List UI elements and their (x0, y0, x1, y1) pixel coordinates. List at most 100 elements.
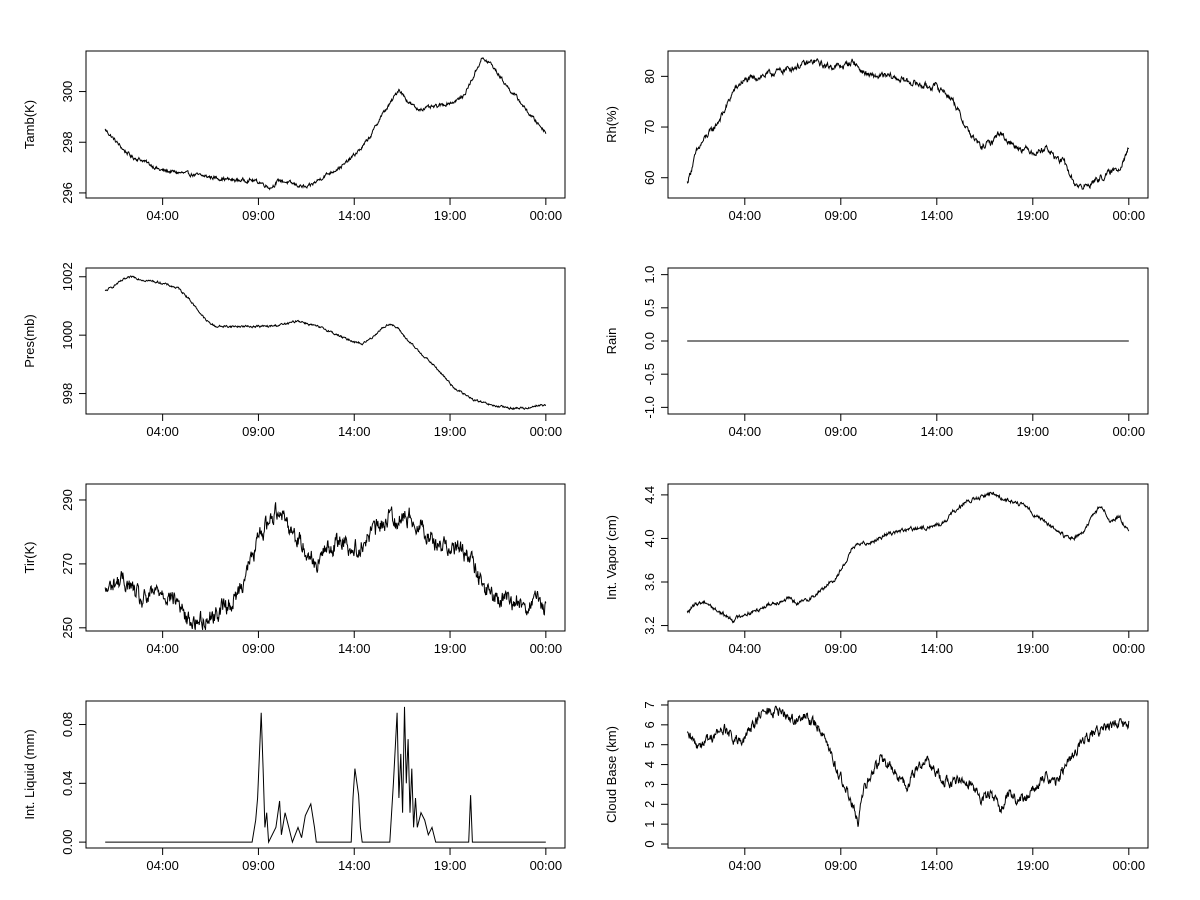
x-tick-label: 14:00 (921, 858, 954, 873)
x-tick-label: 04:00 (146, 424, 179, 439)
y-tick-label: 4 (642, 761, 657, 768)
y-tick-label: 300 (60, 81, 75, 103)
y-tick-label: 3.2 (642, 617, 657, 635)
plot-frame (667, 50, 1149, 199)
x-tick-label: 19:00 (434, 208, 467, 223)
x-tick-label: 14:00 (921, 208, 954, 223)
panel-3: 04:00 09:00 14:00 19:00 00:00 998 1000 1002 Pres… (22, 262, 566, 439)
y-tick-label: -0.5 (642, 363, 657, 385)
x-tick-label: 09:00 (825, 858, 858, 873)
y-tick-label: 0 (642, 840, 657, 847)
x-tick-label: 00:00 (1113, 424, 1146, 439)
x-tick-label: 00:00 (530, 424, 563, 439)
y-tick-label: 1.0 (642, 266, 657, 284)
x-tick-label: 14:00 (338, 208, 371, 223)
y-axis-label: Tamb(K) (22, 100, 37, 149)
y-tick-label: 5 (642, 741, 657, 748)
x-tick-label: 09:00 (825, 208, 858, 223)
y-tick-label: 0.08 (60, 712, 75, 737)
y-tick-label: 250 (60, 617, 75, 639)
x-tick-label: 14:00 (338, 858, 371, 873)
y-tick-label: 270 (60, 553, 75, 575)
y-tick-label: 298 (60, 131, 75, 153)
y-tick-label: 3.6 (642, 573, 657, 591)
y-tick-label: 0.00 (60, 829, 75, 854)
y-tick-label: 80 (642, 69, 657, 83)
series-line (105, 706, 546, 844)
y-tick-label: 4.0 (642, 529, 657, 547)
x-tick-label: 19:00 (1017, 858, 1050, 873)
y-tick-label: 296 (60, 182, 75, 204)
x-tick-label: 19:00 (1017, 641, 1050, 656)
y-tick-label: 1002 (60, 262, 75, 291)
panel-5: 04:00 09:00 14:00 19:00 00:00 250 270 290 Tir(K) (22, 483, 566, 656)
y-tick-label: 290 (60, 489, 75, 511)
y-tick-label: 3 (642, 781, 657, 788)
y-axis-label: Rh(%) (604, 106, 619, 143)
x-tick-label: 04:00 (729, 424, 762, 439)
x-tick-label: 04:00 (729, 641, 762, 656)
y-axis-label: Int. Liquid (mm) (22, 729, 37, 819)
y-tick-label: 1000 (60, 321, 75, 350)
plot-frame (667, 483, 1149, 632)
plot-frame (667, 700, 1149, 849)
y-tick-label: 7 (642, 701, 657, 708)
y-axis-label: Tir(K) (22, 541, 37, 573)
y-tick-label: 0.04 (60, 771, 75, 796)
series-line (686, 57, 1130, 190)
x-tick-label: 00:00 (1113, 641, 1146, 656)
x-tick-label: 04:00 (729, 208, 762, 223)
panel-8: 04:00 09:00 14:00 19:00 00:00 0 1 2 3 4 5 6 7 Cloud B… (604, 700, 1149, 873)
x-tick-label: 14:00 (338, 641, 371, 656)
x-tick-label: 09:00 (242, 208, 275, 223)
x-tick-label: 04:00 (146, 208, 179, 223)
x-tick-label: 00:00 (530, 641, 563, 656)
plot-frame (85, 267, 566, 415)
x-tick-label: 04:00 (146, 858, 179, 873)
y-tick-label: 998 (60, 383, 75, 405)
x-tick-label: 19:00 (1017, 424, 1050, 439)
panel-1: 04:00 09:00 14:00 19:00 00:00 296 298 300 Tamb(K… (22, 50, 566, 223)
y-tick-label: 70 (642, 120, 657, 134)
y-tick-label: 0.0 (642, 332, 657, 350)
x-tick-label: 00:00 (530, 208, 563, 223)
series-line (104, 275, 547, 411)
x-tick-label: 14:00 (921, 424, 954, 439)
y-axis-label: Int. Vapor (cm) (604, 515, 619, 600)
x-tick-label: 09:00 (242, 424, 275, 439)
y-tick-label: 0.5 (642, 299, 657, 317)
x-tick-label: 14:00 (338, 424, 371, 439)
y-tick-label: 4.4 (642, 486, 657, 504)
x-tick-label: 19:00 (434, 641, 467, 656)
panel-4: 04:00 09:00 14:00 19:00 00:00 -1.0 -0.5 0.0 0.5 1… (604, 266, 1149, 439)
y-axis-label: Rain (604, 328, 619, 355)
plot-frame (85, 483, 566, 632)
series-line (686, 491, 1130, 624)
panel-7: 04:00 09:00 14:00 19:00 00:00 0.00 0.04 0.08 Int… (22, 700, 566, 873)
x-tick-label: 19:00 (434, 424, 467, 439)
series-line (104, 502, 547, 631)
x-tick-label: 19:00 (1017, 208, 1050, 223)
x-tick-label: 19:00 (434, 858, 467, 873)
series-line (104, 57, 547, 191)
x-tick-label: 09:00 (825, 424, 858, 439)
x-tick-label: 09:00 (825, 641, 858, 656)
panel-6: 04:00 09:00 14:00 19:00 00:00 3.2 3.6 4.0 4.4 Int… (604, 483, 1149, 656)
y-tick-label: 60 (642, 170, 657, 184)
plot-frame (85, 50, 566, 199)
plot-frame (85, 700, 566, 849)
x-tick-label: 04:00 (146, 641, 179, 656)
y-axis-label: Cloud Base (km) (604, 726, 619, 823)
x-tick-label: 00:00 (1113, 858, 1146, 873)
y-axis-label: Pres(mb) (22, 314, 37, 367)
x-tick-label: 14:00 (921, 641, 954, 656)
y-tick-label: 1 (642, 821, 657, 828)
x-tick-label: 09:00 (242, 641, 275, 656)
series-line (686, 705, 1130, 827)
x-tick-label: 00:00 (530, 858, 563, 873)
y-tick-label: 2 (642, 801, 657, 808)
y-tick-label: 6 (642, 721, 657, 728)
y-tick-label: -1.0 (642, 396, 657, 418)
x-tick-label: 09:00 (242, 858, 275, 873)
